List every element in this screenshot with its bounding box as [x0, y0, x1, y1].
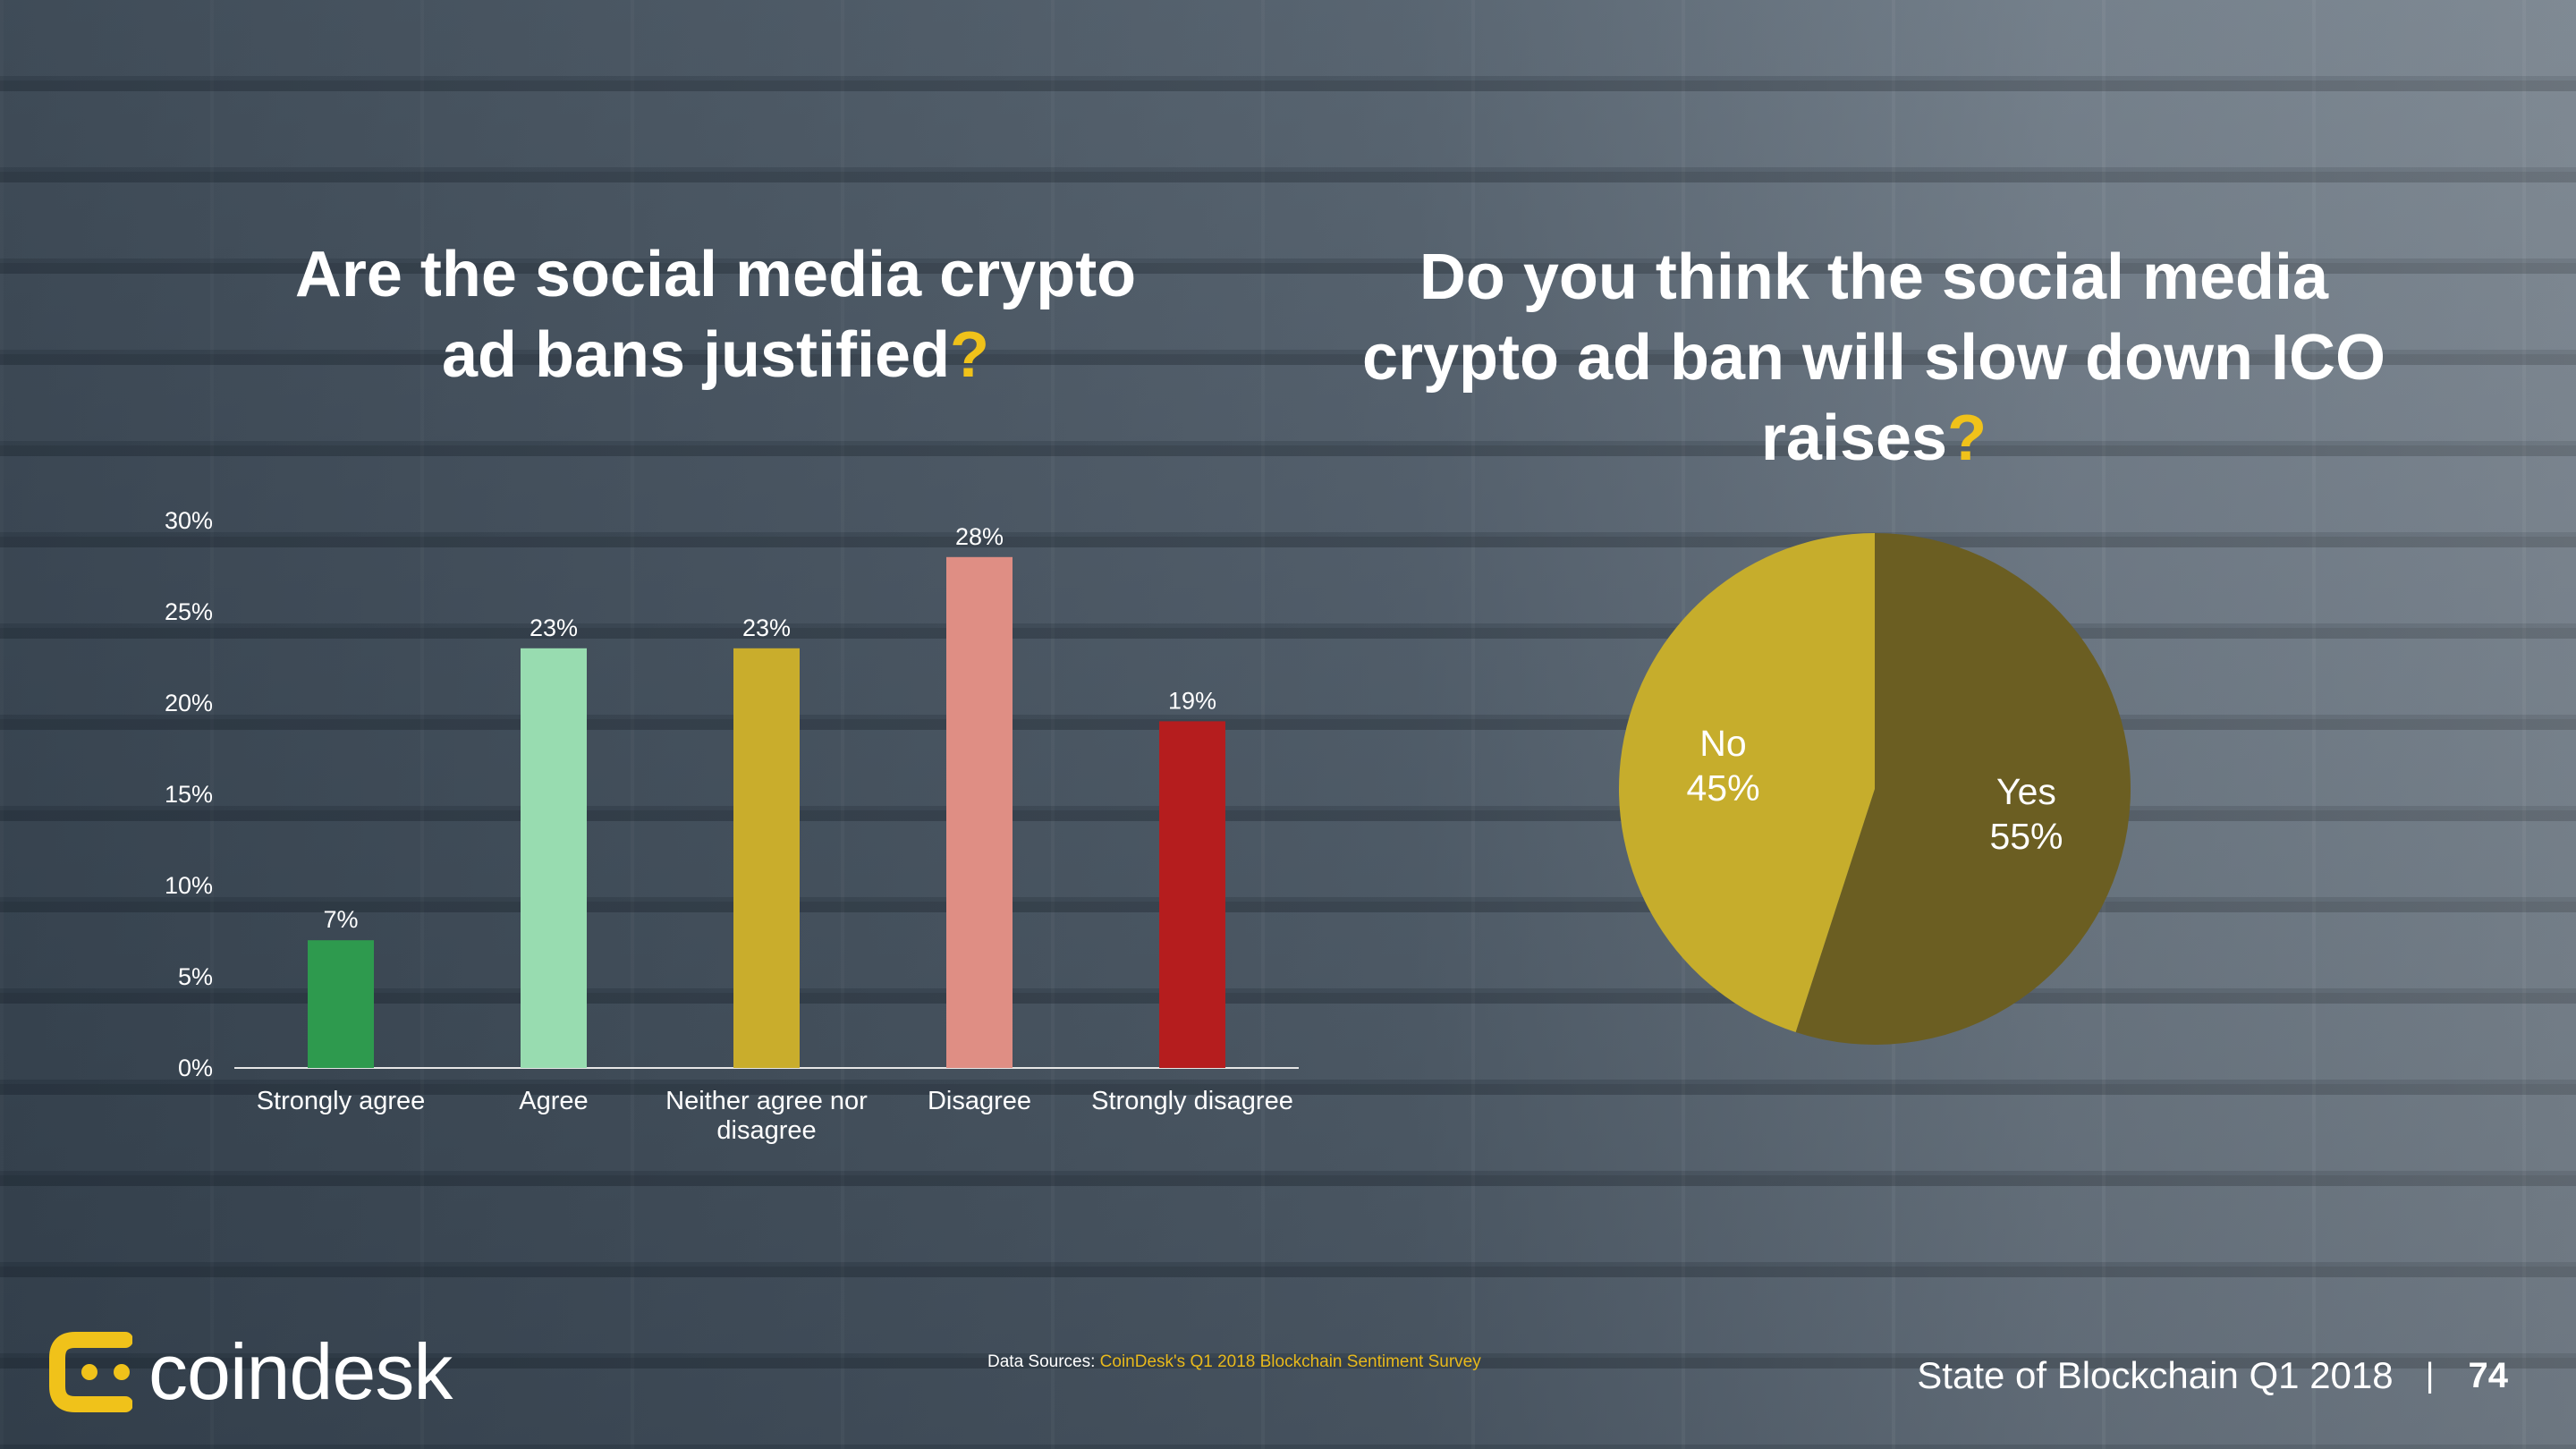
bar-value-label: 28%	[955, 523, 1004, 550]
data-source-note: Data Sources: CoinDesk's Q1 2018 Blockch…	[987, 1352, 1481, 1372]
pie-chart-title-text: Do you think the social media crypto ad …	[1361, 242, 2386, 474]
footer: State of Blockchain Q1 2018 | 74	[1917, 1351, 2508, 1401]
pie-slice	[1795, 533, 2131, 1045]
bar-value-label: 23%	[530, 614, 578, 641]
coindesk-wordmark: coindesk	[148, 1327, 453, 1416]
x-category-label: Neither agree nor disagree	[665, 1087, 868, 1145]
x-category-label: Agree	[519, 1087, 588, 1115]
coindesk-logo-icon	[49, 1332, 132, 1412]
bar-chart-title-text: Are the social media crypto ad bans just…	[294, 239, 1137, 391]
y-tick-label: 30%	[165, 507, 213, 534]
y-tick-label: 0%	[178, 1055, 213, 1081]
pie-chart-title-question-mark: ?	[1947, 402, 1987, 474]
x-category-label: Strongly disagree	[1091, 1087, 1293, 1115]
bar-value-label: 23%	[742, 614, 791, 641]
bar	[521, 648, 587, 1068]
pie-slice-label: Yes 55%	[1989, 771, 2063, 857]
data-source-link[interactable]: CoinDesk's Q1 2018 Blockchain Sentiment …	[1099, 1352, 1481, 1371]
y-tick-label: 15%	[165, 781, 213, 808]
y-tick-label: 20%	[165, 690, 213, 716]
data-source-label: Data Sources:	[987, 1352, 1100, 1371]
pie-chart-title: Do you think the social media crypto ad …	[1324, 237, 2424, 479]
bar	[733, 648, 800, 1068]
bar-value-label: 19%	[1168, 687, 1216, 714]
y-tick-label: 10%	[165, 872, 213, 899]
y-tick-label: 5%	[178, 963, 213, 990]
x-category-label: Strongly agree	[257, 1087, 426, 1115]
footer-title: State of Blockchain Q1 2018	[1917, 1354, 2394, 1396]
pie-slice	[1618, 533, 1875, 1033]
bar-chart-title-question-mark: ?	[950, 319, 990, 391]
pie-slice-label: No 45%	[1686, 723, 1759, 809]
bar	[946, 556, 1013, 1068]
bar	[308, 940, 374, 1068]
bar-value-label: 7%	[323, 906, 358, 933]
y-tick-label: 25%	[165, 598, 213, 625]
coindesk-logo: coindesk	[47, 1327, 453, 1417]
footer-separator: |	[2425, 1356, 2435, 1394]
x-category-label: Disagree	[928, 1087, 1031, 1115]
page-number: 74	[2468, 1355, 2509, 1395]
bar	[1159, 721, 1225, 1068]
bar-chart-title: Are the social media crypto ad bans just…	[268, 234, 1163, 395]
